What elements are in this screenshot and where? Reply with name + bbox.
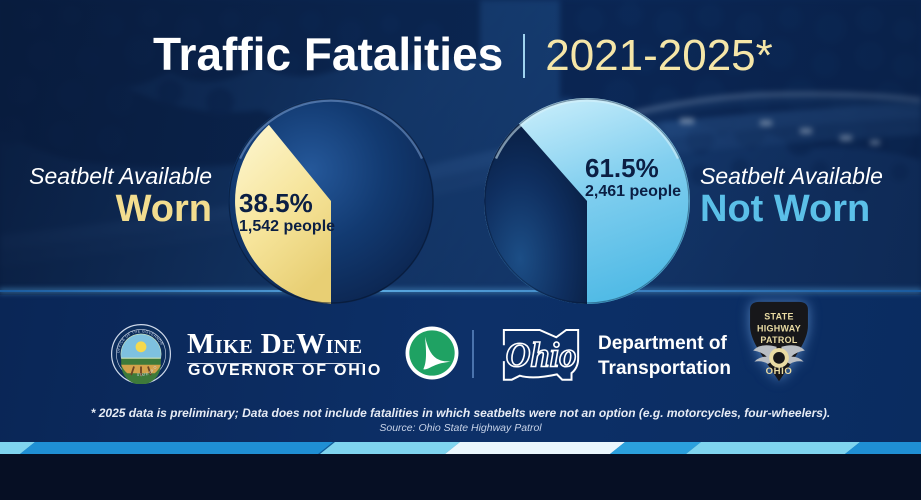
svg-text:PATROL: PATROL: [760, 335, 797, 345]
svg-text:STATE: STATE: [764, 312, 793, 322]
svg-text:HIGHWAY: HIGHWAY: [757, 323, 801, 333]
svg-text:OHIO: OHIO: [766, 366, 793, 377]
svg-text:Ohio: Ohio: [506, 336, 577, 374]
